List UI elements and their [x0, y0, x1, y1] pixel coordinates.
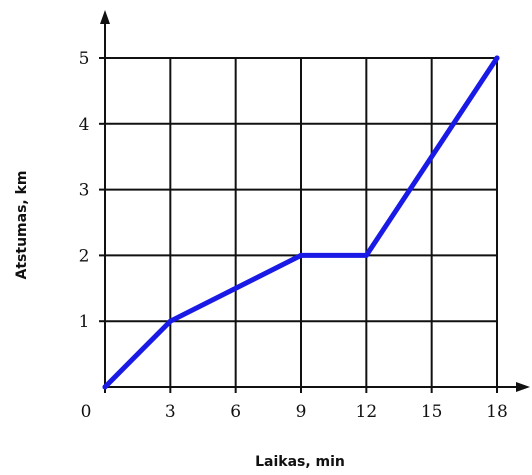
- x-tick-label: 18: [486, 402, 508, 422]
- data-point: [298, 252, 304, 258]
- x-tick-labels: 0 3 6 9 12 15 18: [81, 402, 508, 422]
- y-tick-label: 1: [79, 312, 90, 332]
- x-axis-title: Laikas, min: [255, 454, 345, 470]
- axes: [99, 10, 530, 393]
- y-tick-label: 2: [79, 246, 90, 266]
- x-tick-label: 0: [81, 402, 92, 422]
- y-axis-arrow: [100, 10, 110, 24]
- grid: [105, 57, 498, 387]
- y-axis-title: Atstumas, km: [14, 171, 30, 280]
- series: [102, 55, 500, 390]
- x-tick-label: 9: [296, 402, 307, 422]
- data-point: [102, 384, 108, 390]
- y-tick-label: 5: [79, 49, 90, 69]
- x-tick-label: 3: [165, 402, 176, 422]
- x-axis-arrow: [516, 382, 530, 392]
- x-tick-label: 15: [421, 402, 443, 422]
- data-point: [363, 252, 369, 258]
- y-tick-label: 3: [79, 181, 90, 201]
- data-point: [494, 55, 500, 61]
- data-point: [167, 318, 173, 324]
- y-tick-label: 4: [79, 115, 90, 135]
- y-tick-labels: 1 2 3 4 5: [79, 49, 90, 332]
- x-tick-label: 12: [356, 402, 378, 422]
- x-tick-label: 6: [230, 402, 241, 422]
